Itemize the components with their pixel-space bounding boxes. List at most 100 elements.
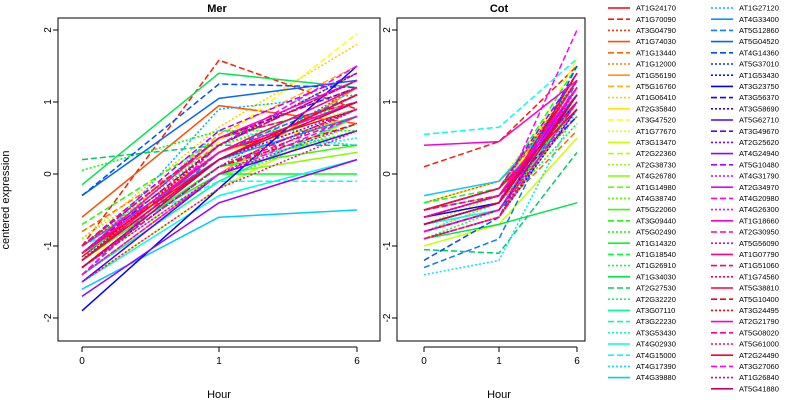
legend-label-at3g47520: AT3G47520 — [636, 116, 676, 125]
legend-label-at1g26840: AT1G26840 — [739, 373, 779, 382]
panel-cot: -2 -1 0 1 2 0 1 6 — [382, 17, 586, 367]
legend-label-at4g31790: AT4G31790 — [739, 172, 779, 181]
x-tick-label: 1 — [496, 356, 502, 367]
legend-label-at3g49670: AT3G49670 — [739, 127, 779, 136]
series-line-at2g21790 — [423, 87, 578, 218]
plot-frame — [396, 17, 586, 342]
legend-label-at1g24170: AT1G24170 — [636, 4, 676, 13]
legend-label-at1g06410: AT1G06410 — [636, 93, 676, 102]
legend-label-at1g18660: AT1G18660 — [739, 216, 779, 225]
series-line-at5g16760 — [423, 72, 578, 218]
series-line-at5g61000 — [81, 86, 358, 247]
legend-label-at3g22230: AT3G22230 — [636, 317, 676, 326]
series-line-at5g10480 — [81, 72, 358, 247]
legend-label-at4g14360: AT4G14360 — [739, 48, 779, 57]
x-tick-label: 6 — [354, 356, 360, 367]
legend-label-at1g51060: AT1G51060 — [739, 261, 779, 270]
legend-label-at5g56090: AT5G56090 — [739, 239, 779, 248]
y-tick-label: 2 — [43, 27, 54, 33]
legend-label-at5g10400: AT5G10400 — [739, 295, 779, 304]
legend-label-at2g21790: AT2G21790 — [739, 317, 779, 326]
series-line-at2g21790 — [81, 101, 358, 254]
legend-label-at1g26910: AT1G26910 — [636, 261, 676, 270]
series-line-at1g26840 — [81, 79, 358, 254]
x-tick-label: 0 — [79, 356, 85, 367]
legend-label-at5g38810: AT5G38810 — [739, 284, 779, 293]
legend-label-at3g07110: AT3G07110 — [636, 306, 675, 315]
legend-label-at4g39880: AT4G39880 — [636, 373, 676, 382]
legend-label-at5g22060: AT5G22060 — [636, 205, 676, 214]
legend-label-at1g74560: AT1G74560 — [739, 272, 779, 281]
legend-label-at2g38730: AT2G38730 — [636, 160, 676, 169]
x-tick-label: 1 — [216, 356, 222, 367]
y-tick-label: 1 — [382, 99, 393, 105]
series-line-at3g49670 — [81, 79, 358, 254]
legend-label-at1g77670: AT1G77670 — [636, 127, 676, 136]
legend-label-at4g20980: AT4G20980 — [739, 194, 779, 203]
series-line-at3g27060 — [423, 87, 578, 233]
legend-label-at4g17390: AT4G17390 — [636, 362, 676, 371]
series-line-at4g17390 — [423, 108, 578, 276]
legend-label-at1g07790: AT1G07790 — [739, 250, 779, 259]
y-tick-label: -2 — [43, 313, 54, 322]
series-line-at4g17390 — [81, 130, 358, 261]
y-tick-label: -1 — [382, 241, 393, 250]
series-line-at4g24940 — [81, 158, 358, 298]
series-line-at5g41880 — [81, 101, 358, 269]
y-tick-label: 2 — [382, 27, 393, 33]
series-line-at5g38810 — [423, 108, 578, 211]
x-axis-label-mer: Hour — [207, 389, 231, 400]
series-line-at1g74030 — [81, 104, 358, 218]
legend-label-at4g15000: AT4G15000 — [636, 351, 676, 360]
legend-label-at1g14980: AT1G14980 — [636, 183, 676, 192]
legend-label-at5g62710: AT5G62710 — [739, 116, 779, 125]
legend-label-at3g13470: AT3G13470 — [636, 138, 676, 147]
y-tick-label: -1 — [43, 241, 54, 250]
series-line-at5g04520 — [81, 79, 358, 197]
legend-label-at4g24940: AT4G24940 — [739, 149, 779, 158]
legend-label-at1g14320: AT1G14320 — [636, 239, 676, 248]
legend: AT1G24170 AT1G70090 AT3G04790 AT1G74030 AT1G… — [608, 4, 779, 393]
series-line-at1g06410 — [81, 43, 358, 240]
legend-label-at5g61000: AT5G61000 — [739, 340, 779, 349]
panel-mer: -2 -1 0 1 2 0 1 6 — [43, 17, 381, 367]
legend-label-at3g04790: AT3G04790 — [636, 26, 676, 35]
series-line-at1g18660 — [423, 79, 578, 146]
legend-label-at2g22360: AT2G22360 — [636, 149, 676, 158]
legend-label-at1g18540: AT1G18540 — [636, 250, 676, 259]
series-line-at1g70090 — [81, 59, 358, 247]
series-line-at4g02930 — [81, 158, 358, 283]
legend-label-at3g27060: AT3G27060 — [739, 362, 779, 371]
legend-label-at2g25620: AT2G25620 — [739, 138, 779, 147]
legend-label-at4g33400: AT4G33400 — [739, 15, 779, 24]
legend-label-at2g35840: AT2G35840 — [636, 104, 676, 113]
series-line-at4g31790 — [81, 122, 358, 269]
y-tick-label: 1 — [43, 99, 54, 105]
series-line-at5g16760 — [81, 65, 358, 254]
legend-label-at5g08020: AT5G08020 — [739, 328, 779, 337]
legend-label-at1g12000: AT1G12000 — [636, 60, 676, 69]
legend-label-at3g09440: AT3G09440 — [636, 216, 676, 225]
legend-label-at5g04520: AT5G04520 — [739, 37, 779, 46]
legend-label-at5g37010: AT5G37010 — [739, 60, 779, 69]
x-tick-label: 6 — [574, 356, 580, 367]
series-line-at4g15000 — [423, 58, 578, 136]
legend-label-at2g27530: AT2G27530 — [636, 284, 676, 293]
series-line-at1g26910 — [81, 101, 358, 247]
series-line-at3g27060 — [81, 115, 358, 276]
y-tick-label: 0 — [43, 171, 54, 177]
x-axis-label-cot: Hour — [487, 389, 511, 400]
panel-title-mer: Mer — [207, 3, 227, 15]
series-line-at3g47520 — [81, 33, 358, 269]
legend-label-at3g53430: AT3G53430 — [636, 328, 676, 337]
y-axis-label: centered expression — [0, 150, 12, 249]
x-tick-label: 0 — [421, 356, 427, 367]
legend-label-at3g58690: AT3G58690 — [739, 104, 779, 113]
series-line-at2g27530 — [423, 151, 578, 254]
series-line-at4g14360 — [423, 65, 578, 262]
plot-frame — [57, 17, 381, 342]
legend-label-at1g27120: AT1G27120 — [739, 4, 779, 13]
y-tick-label: 0 — [382, 171, 393, 177]
legend-label-at3g23750: AT3G23750 — [739, 82, 779, 91]
